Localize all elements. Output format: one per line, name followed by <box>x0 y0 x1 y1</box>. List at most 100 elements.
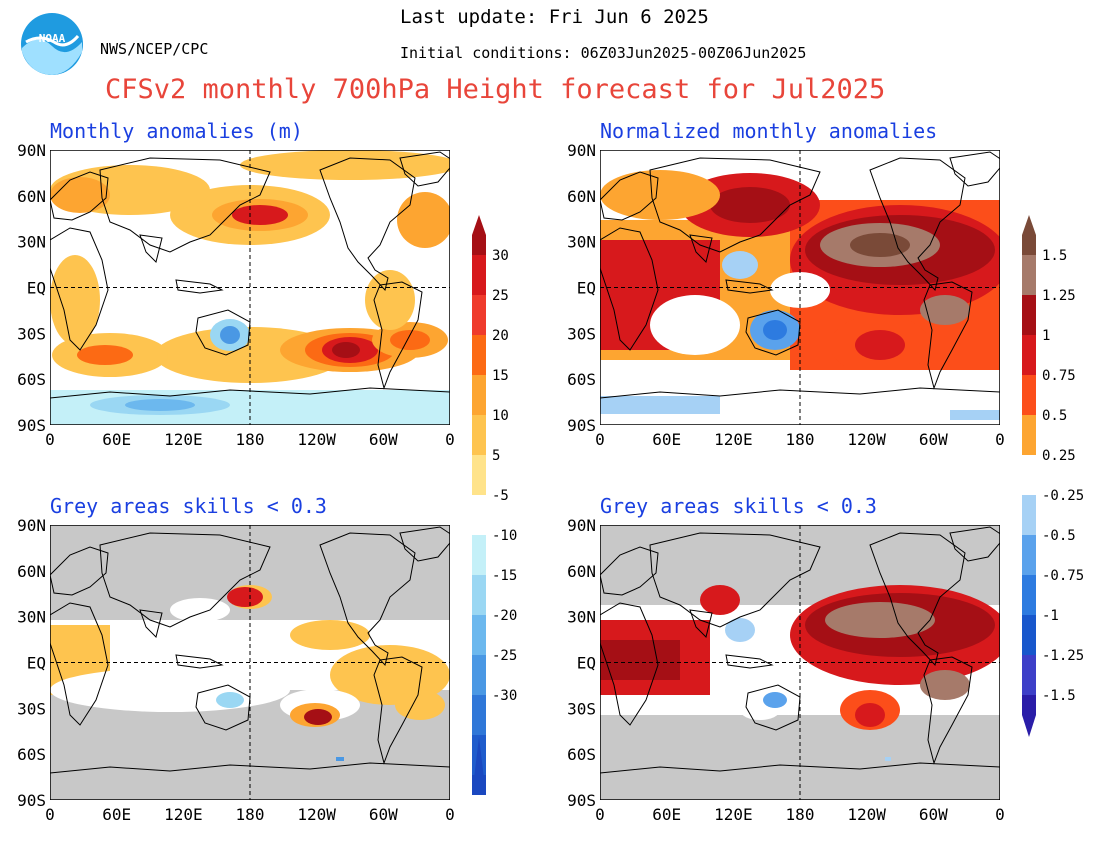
lon-tick-label: 0 <box>595 805 605 824</box>
colorbar-segment <box>472 255 486 295</box>
lat-tick-label: EQ <box>27 279 46 298</box>
lon-labels-bottom-right: 0 60E 120E 180 120W 60W 0 <box>595 805 1005 824</box>
colorbar-segment <box>472 695 486 735</box>
lat-tick-label: 60S <box>567 370 596 389</box>
colorbar-segment <box>472 415 486 455</box>
colorbar-label: -0.5 <box>1042 528 1076 544</box>
colorbar-segment <box>1022 235 1036 255</box>
lat-labels-top-left: 90N 60N 30N EQ 30S 60S 90S <box>17 141 46 435</box>
colorbar-label: 20 <box>492 328 509 344</box>
colorbar-arrow-bottom <box>472 737 486 795</box>
colorbar-segment <box>472 455 486 495</box>
colorbar-segment <box>1022 375 1036 415</box>
panel-title-bottom-left: Grey areas skills < 0.3 <box>50 494 327 518</box>
lon-tick-label: 180 <box>786 805 815 824</box>
lat-tick-label: 30N <box>567 608 596 627</box>
lon-tick-label: 120W <box>297 805 336 824</box>
noaa-logo: NOAA <box>21 13 83 75</box>
lon-tick-label: 120E <box>714 430 753 449</box>
lon-tick-label: 180 <box>786 430 815 449</box>
lon-tick-label: 180 <box>236 805 265 824</box>
colorbar-segment <box>1022 335 1036 375</box>
lat-tick-label: 30N <box>17 233 46 252</box>
initial-conditions: Initial conditions: 06Z03Jun2025-00Z06Ju… <box>400 44 807 62</box>
agency-label: NWS/NCEP/CPC <box>100 40 209 58</box>
colorbar-height: 30 25 20 15 10 5 -5 -10 -15 -20 -25 -30 <box>472 215 517 795</box>
lat-tick-label: 30S <box>567 699 596 718</box>
lon-tick-label: 0 <box>45 805 55 824</box>
colorbar-segment <box>1022 415 1036 455</box>
lon-tick-label: 180 <box>236 430 265 449</box>
colorbar-normalized: 1.5 1.25 1 0.75 0.5 0.25 -0.25 -0.5 -0.75 -1 -1.25… <box>1022 215 1084 737</box>
lat-tick-label: 90N <box>17 141 46 160</box>
lat-tick-label: 30S <box>17 699 46 718</box>
colorbar-segment <box>1022 655 1036 695</box>
map-panel-bottom-right <box>600 525 1000 800</box>
colorbar-label: 1.5 <box>1042 248 1067 264</box>
colorbar-label: -15 <box>492 568 517 584</box>
lon-labels-top-left: 0 60E 120E 180 120W 60W 0 <box>45 430 455 449</box>
lat-tick-label: 60N <box>567 562 596 581</box>
logo-text: NOAA <box>39 32 66 45</box>
colorbar-segment <box>472 535 486 575</box>
colorbar-label: -1.25 <box>1042 648 1084 664</box>
lon-tick-label: 120E <box>164 805 203 824</box>
lon-tick-label: 60W <box>369 430 398 449</box>
lon-tick-label: 60E <box>102 430 131 449</box>
colorbar-segment-neutral <box>1022 455 1036 495</box>
map-panel-bottom-left <box>50 525 450 800</box>
lat-tick-label: 90N <box>567 141 596 160</box>
colorbar-segment <box>472 375 486 415</box>
lat-labels-bottom-left: 90N 60N 30N EQ 30S 60S 90S <box>17 516 46 810</box>
lat-tick-label: 30S <box>567 324 596 343</box>
lon-tick-label: 120W <box>297 430 336 449</box>
colorbar-segment <box>1022 255 1036 295</box>
lon-tick-label: 120E <box>714 805 753 824</box>
colorbar-label: 1 <box>1042 328 1050 344</box>
colorbar-segment-neutral <box>472 495 486 535</box>
colorbar-label: -25 <box>492 648 517 664</box>
colorbar-label: 5 <box>492 448 500 464</box>
lon-labels-top-right: 0 60E 120E 180 120W 60W 0 <box>595 430 1005 449</box>
lat-tick-label: 60N <box>567 187 596 206</box>
colorbar-segment <box>472 295 486 335</box>
colorbar-label: -1.5 <box>1042 688 1076 704</box>
colorbar-label: -10 <box>492 528 517 544</box>
colorbar-segment <box>472 235 486 255</box>
lon-tick-label: 0 <box>595 430 605 449</box>
lat-tick-label: 90S <box>17 791 46 810</box>
colorbar-label: 0.5 <box>1042 408 1067 424</box>
colorbar-label: 30 <box>492 248 509 264</box>
lat-tick-label: 30N <box>567 233 596 252</box>
panel-title-top-right: Normalized monthly anomalies <box>600 119 938 143</box>
map-panel-top-left <box>50 150 450 425</box>
colorbar-label: 15 <box>492 368 509 384</box>
lat-tick-label: 30S <box>17 324 46 343</box>
lon-tick-label: 60E <box>102 805 131 824</box>
lat-tick-label: 60S <box>17 370 46 389</box>
map-panel-top-right <box>600 150 1000 425</box>
lon-tick-label: 120W <box>847 430 886 449</box>
lat-tick-label: 60N <box>17 187 46 206</box>
lon-tick-label: 0 <box>995 430 1005 449</box>
colorbar-label: -1 <box>1042 608 1059 624</box>
colorbar-segment <box>1022 295 1036 335</box>
lat-tick-label: 90S <box>567 791 596 810</box>
lon-tick-label: 60E <box>652 805 681 824</box>
lat-tick-label: 30N <box>17 608 46 627</box>
colorbar-label: -20 <box>492 608 517 624</box>
lon-tick-label: 0 <box>445 805 455 824</box>
page-title: CFSv2 monthly 700hPa Height forecast for… <box>105 74 886 105</box>
lon-tick-label: 60W <box>919 430 948 449</box>
colorbar-label: -0.25 <box>1042 488 1084 504</box>
panel-title-bottom-right: Grey areas skills < 0.3 <box>600 494 877 518</box>
lon-tick-label: 60W <box>369 805 398 824</box>
lat-tick-label: 90N <box>567 516 596 535</box>
colorbar-label: -0.75 <box>1042 568 1084 584</box>
colorbar-arrow-top <box>472 215 486 235</box>
lon-tick-label: 0 <box>445 430 455 449</box>
colorbar-segment <box>472 335 486 375</box>
panel-title-top-left: Monthly anomalies (m) <box>50 119 303 143</box>
colorbar-label: 1.25 <box>1042 288 1076 304</box>
